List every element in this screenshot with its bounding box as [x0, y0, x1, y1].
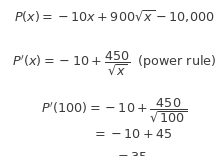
- Text: $P'(x) = -10 + \dfrac{450}{\sqrt{x}}\;$ (power rule): $P'(x) = -10 + \dfrac{450}{\sqrt{x}}\;$ …: [12, 50, 216, 78]
- Text: $= 35$: $= 35$: [115, 151, 148, 156]
- Text: $P(x) = -10x + 900\sqrt{x} - 10{,}000$: $P(x) = -10x + 900\sqrt{x} - 10{,}000$: [14, 8, 215, 24]
- Text: $= -10 + 45$: $= -10 + 45$: [92, 128, 172, 141]
- Text: $P'(100) = -10 + \dfrac{450}{\sqrt{100}}$: $P'(100) = -10 + \dfrac{450}{\sqrt{100}}…: [41, 97, 188, 125]
